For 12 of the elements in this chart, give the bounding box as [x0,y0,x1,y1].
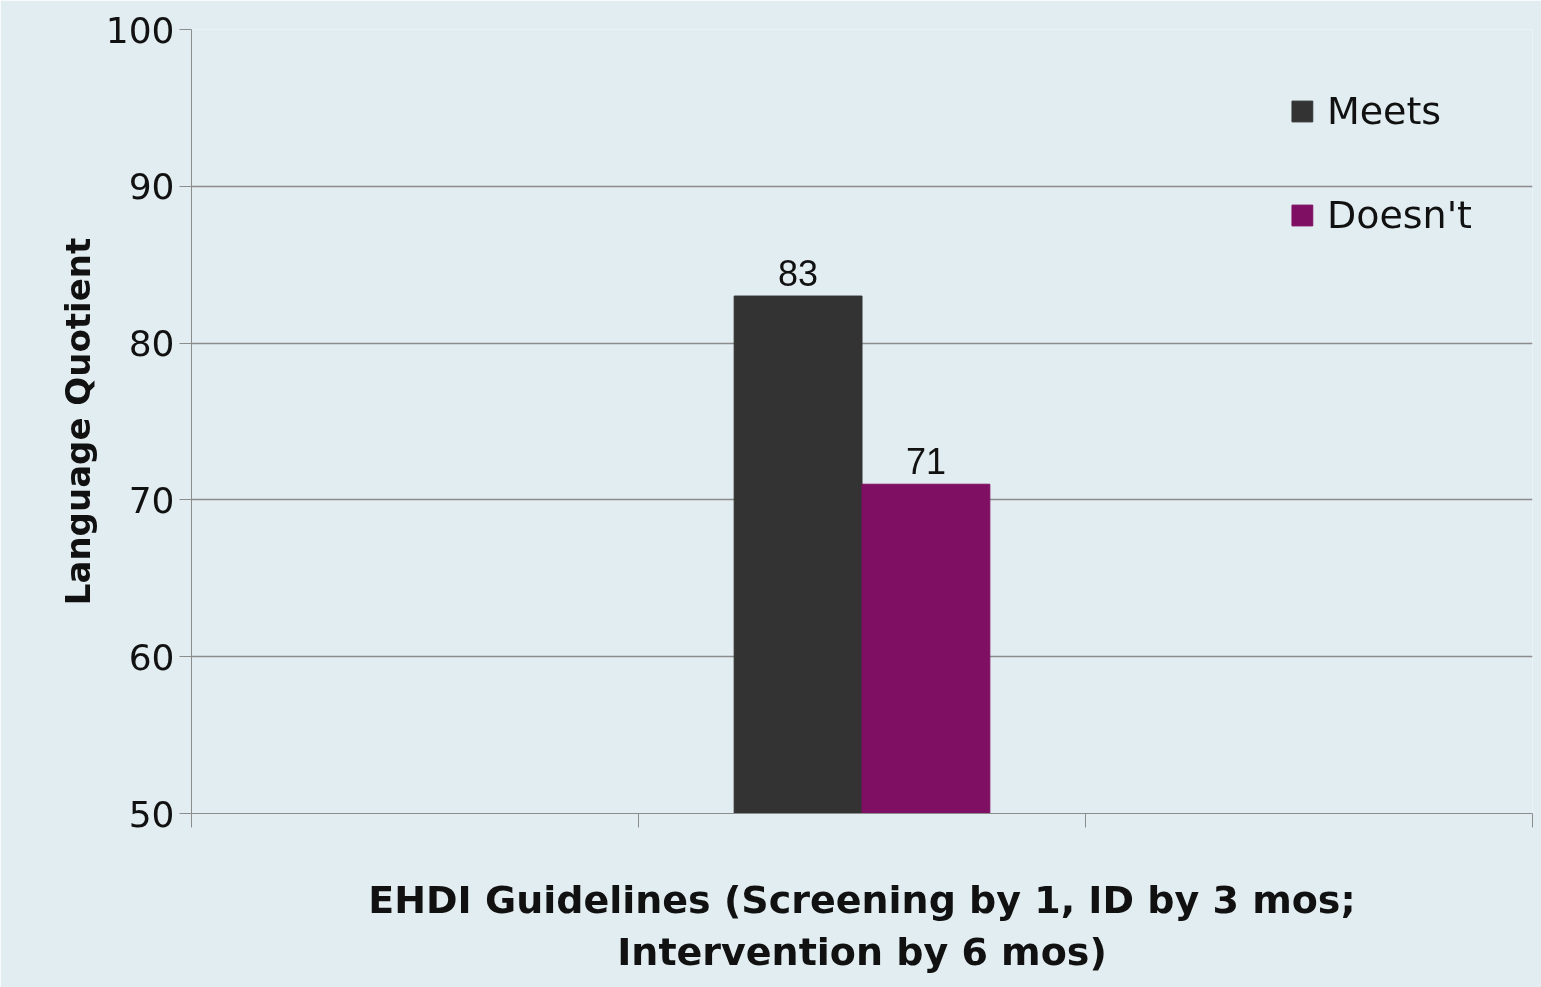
data-label: 71 [905,441,946,483]
y-tick-label: 60 [128,636,175,678]
y-tick-label: 100 [105,9,175,51]
y-tick-label: 70 [128,479,175,521]
y-axis-title: Language Quotient [57,237,98,606]
y-tick-label: 80 [128,323,175,365]
data-label: 83 [778,253,819,295]
legend-label: Meets [1326,89,1442,133]
x-axis-title: EHDI Guidelines (Screening by 1, ID by 3 mos; Intervention by 6 mos) [368,877,1356,975]
y-tick-label: 90 [128,166,175,208]
legend-label: Doesn't [1326,193,1472,237]
y-tick-label: 50 [128,793,175,835]
